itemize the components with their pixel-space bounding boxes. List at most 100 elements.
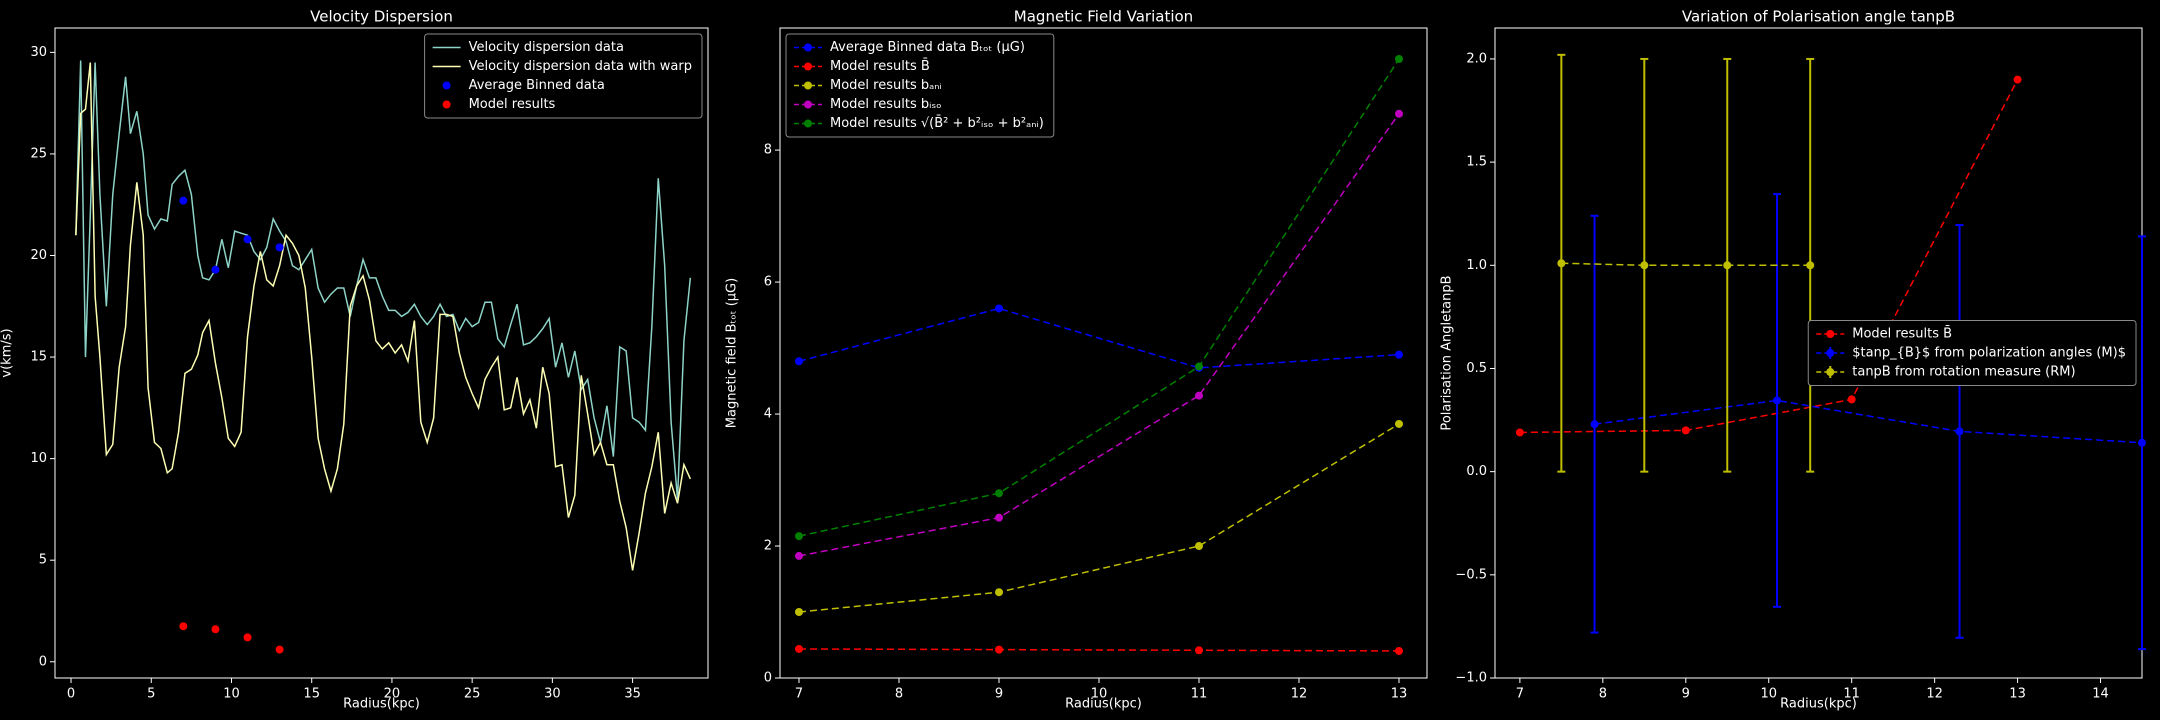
chart-title: Magnetic Field Variation xyxy=(1014,8,1193,26)
legend-swatch xyxy=(804,43,812,52)
data-point xyxy=(1723,261,1732,270)
legend-swatch xyxy=(1826,330,1835,338)
data-point xyxy=(1395,55,1403,64)
x-tick-label: 10 xyxy=(223,687,240,702)
x-tick-label: 35 xyxy=(624,687,641,702)
data-point xyxy=(1395,350,1403,359)
y-tick-label: 15 xyxy=(30,350,47,365)
legend-label: Model results xyxy=(469,97,556,112)
x-tick-label: 12 xyxy=(1926,687,1943,702)
legend-swatch xyxy=(804,81,812,90)
legend-box xyxy=(785,33,1055,138)
data-point xyxy=(1681,426,1690,435)
data-point xyxy=(1195,646,1203,655)
legend-label: tanpB from rotation measure (RM) xyxy=(1852,365,2075,380)
data-point xyxy=(1395,646,1403,655)
x-tick-label: 8 xyxy=(895,687,903,702)
x-tick-label: 9 xyxy=(1682,687,1690,702)
x-tick-label: 5 xyxy=(147,687,155,702)
y-tick-label: −1.0 xyxy=(1455,671,1487,686)
data-point xyxy=(795,551,803,560)
chart-title: Variation of Polarisation angle tanpB xyxy=(1682,8,1955,26)
series-line xyxy=(1594,399,2143,444)
data-point xyxy=(795,644,803,653)
y-tick-label: −0.5 xyxy=(1455,567,1487,582)
x-tick-label: 20 xyxy=(384,687,401,702)
legend-label: Model results B̄ xyxy=(1852,326,1952,341)
series-line xyxy=(798,423,1400,613)
x-tick-label: 14 xyxy=(2092,687,2109,702)
legend-label: Model results √(B̄² + b²ᵢₛₒ + b²ₐₙᵢ) xyxy=(830,116,1044,131)
series-line xyxy=(1519,79,2019,434)
x-tick-label: 30 xyxy=(544,687,561,702)
y-tick-label: 5 xyxy=(39,553,47,568)
x-tick-label: 9 xyxy=(995,687,1003,702)
plot-frame xyxy=(54,27,709,679)
y-axis-label: v(km/s) xyxy=(0,328,15,377)
x-axis-label: Radius(kpc) xyxy=(1780,697,1857,712)
data-point xyxy=(1590,420,1599,429)
data-point xyxy=(275,645,284,654)
legend-box xyxy=(1807,320,2137,386)
y-tick-label: 25 xyxy=(30,146,47,161)
data-point xyxy=(995,304,1003,313)
legend-label: $tanp_{B}$ from polarization angles (M)$ xyxy=(1852,346,2126,361)
legend-label: Velocity dispersion data with warp xyxy=(469,59,692,74)
x-tick-label: 11 xyxy=(1191,687,1208,702)
x-tick-label: 13 xyxy=(1391,687,1408,702)
y-axis-label: Magnetic field Bₜₒₜ (μG) xyxy=(725,278,740,428)
x-tick-label: 7 xyxy=(1516,687,1524,702)
legend-swatch xyxy=(804,100,812,109)
data-point xyxy=(1515,428,1524,437)
y-tick-label: 0 xyxy=(764,671,772,686)
data-point xyxy=(995,645,1003,654)
legend-swatch xyxy=(1826,349,1835,357)
legend-label: Velocity dispersion data xyxy=(469,40,624,55)
legend-label: Average Binned data xyxy=(469,78,605,93)
data-point xyxy=(1195,391,1203,400)
plot-frame xyxy=(779,27,1428,679)
data-point xyxy=(211,265,220,274)
x-tick-label: 8 xyxy=(1599,687,1607,702)
x-tick-label: 11 xyxy=(1843,687,1860,702)
series-line xyxy=(798,648,1400,652)
x-tick-label: 0 xyxy=(67,687,75,702)
series-line xyxy=(75,60,692,500)
legend-swatch xyxy=(804,119,812,128)
chart-title: Velocity Dispersion xyxy=(310,8,453,26)
data-point xyxy=(995,588,1003,597)
y-tick-label: 0.0 xyxy=(1466,464,1487,479)
y-tick-label: 2 xyxy=(764,539,772,554)
y-axis-label: Polarisation AngletanpB xyxy=(1440,275,1455,430)
data-point xyxy=(1195,542,1203,551)
x-tick-label: 10 xyxy=(1091,687,1108,702)
data-point xyxy=(275,243,284,252)
x-tick-label: 15 xyxy=(303,687,320,702)
y-tick-label: 2.0 xyxy=(1466,51,1487,66)
series-line xyxy=(798,58,1400,537)
data-point xyxy=(1806,261,1815,270)
x-tick-label: 10 xyxy=(1760,687,1777,702)
y-tick-label: 30 xyxy=(30,45,47,60)
series-line xyxy=(798,307,1400,369)
y-tick-label: 20 xyxy=(30,248,47,263)
x-axis-label: Radius(kpc) xyxy=(1065,697,1142,712)
legend-box xyxy=(424,33,703,119)
y-tick-label: 6 xyxy=(764,275,772,290)
y-tick-label: 1.0 xyxy=(1466,258,1487,273)
data-point xyxy=(1195,362,1203,371)
legend-swatch xyxy=(804,62,812,71)
y-tick-label: 8 xyxy=(764,143,772,158)
x-tick-label: 25 xyxy=(464,687,481,702)
data-point xyxy=(1640,261,1649,270)
data-point xyxy=(995,489,1003,498)
data-point xyxy=(243,235,252,244)
data-point xyxy=(2013,75,2022,84)
data-point xyxy=(1773,396,1782,405)
series-line xyxy=(75,62,692,571)
series-line xyxy=(1561,262,1811,267)
data-point xyxy=(179,622,188,631)
y-tick-label: 10 xyxy=(30,451,47,466)
